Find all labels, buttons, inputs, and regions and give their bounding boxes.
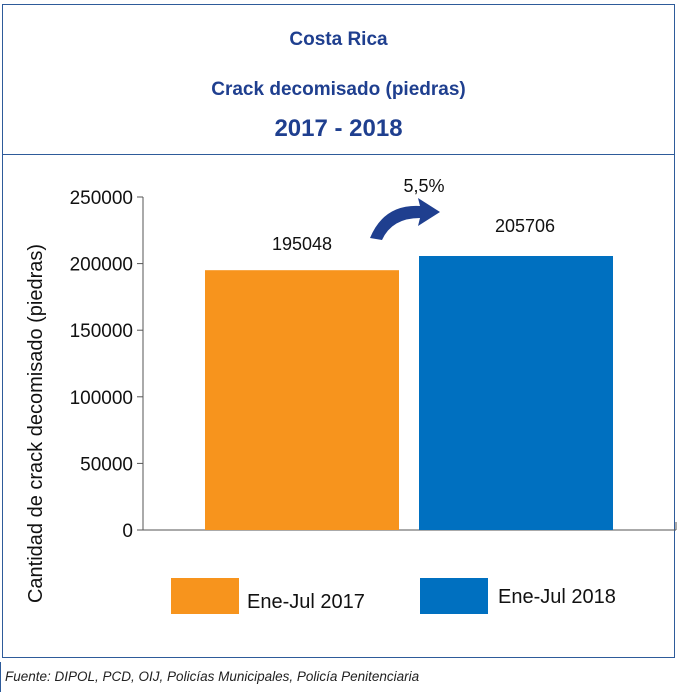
- y-tick-label: 0: [122, 521, 133, 542]
- bar-chart: 0 50000 100000 150000 200000 250000 Cantidad d…: [25, 176, 677, 614]
- source-note: Fuente: DIPOL, PCD, OIJ, Policías Munici…: [0, 662, 679, 692]
- y-tick-label: 150000: [70, 321, 133, 342]
- legend-label-2: Ene-Jul 2018: [498, 586, 616, 608]
- bar-1: [205, 270, 399, 530]
- legend-label-1: Ene-Jul 2017: [247, 591, 365, 613]
- chart-frame: Costa Rica Crack decomisado (piedras) 20…: [2, 4, 675, 658]
- growth-annotation: 5,5%: [403, 176, 444, 196]
- chart-title-country: Costa Rica: [289, 29, 388, 50]
- data-label-1: 195048: [272, 234, 332, 254]
- chart-title-subject: Crack decomisado (piedras): [211, 79, 466, 100]
- data-label-2: 205706: [495, 216, 555, 236]
- legend-swatch-2: [420, 578, 488, 614]
- chart-title-years: 2017 - 2018: [274, 115, 403, 142]
- bar-2: [419, 255, 613, 530]
- growth-arrow-icon: [370, 198, 440, 240]
- y-axis-title: Cantidad de crack decomisado (piedras): [25, 244, 47, 603]
- y-tick-label: 100000: [70, 388, 133, 409]
- y-tick-label: 200000: [70, 255, 133, 276]
- y-tick-label: 250000: [70, 188, 133, 209]
- y-tick-label: 50000: [80, 454, 133, 475]
- chart-header: Costa Rica Crack decomisado (piedras) 20…: [3, 5, 674, 155]
- legend-swatch-1: [171, 578, 239, 614]
